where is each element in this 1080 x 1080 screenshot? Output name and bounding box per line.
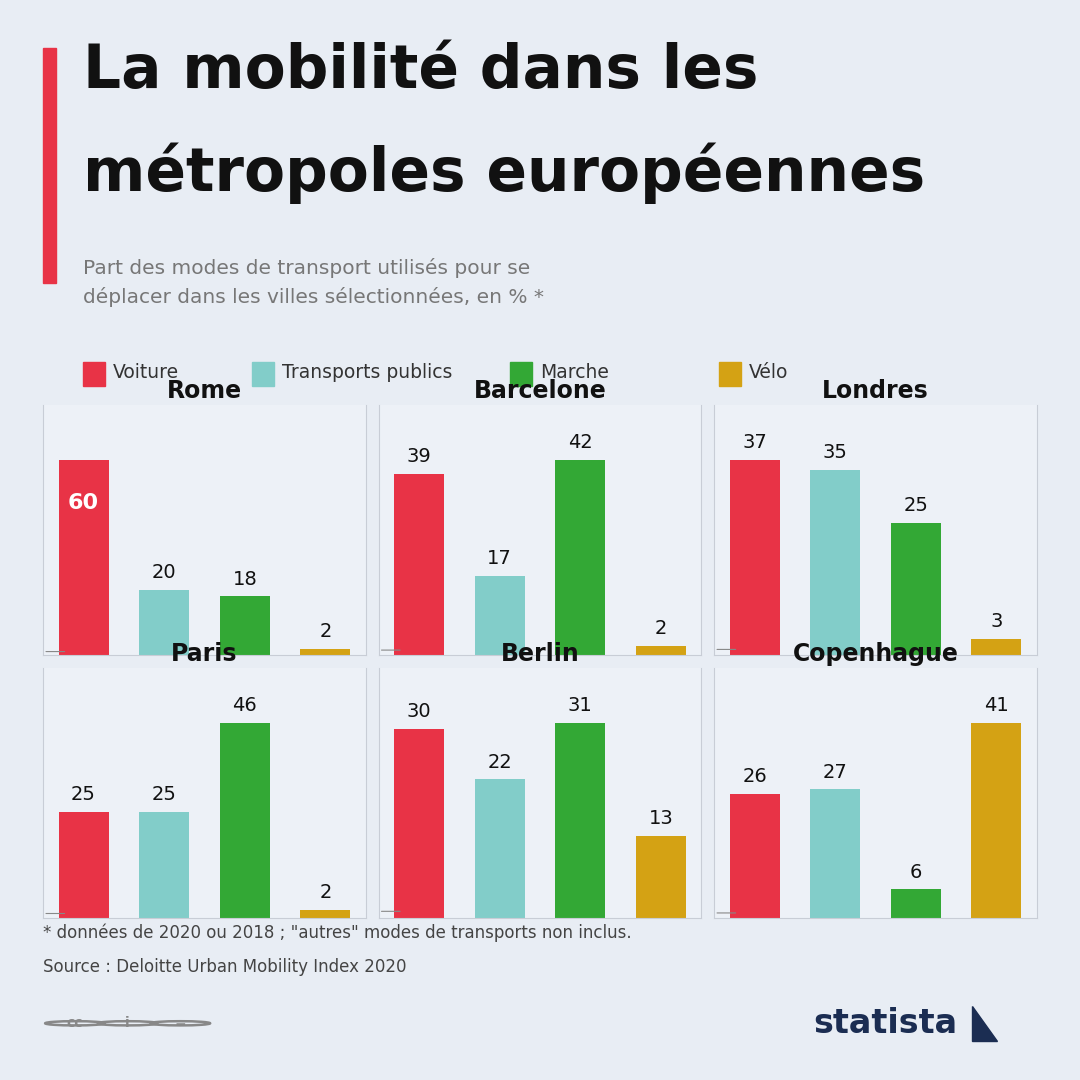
Text: 35: 35 (823, 444, 848, 462)
Text: 25: 25 (71, 785, 96, 804)
Title: Londres: Londres (822, 379, 929, 403)
Polygon shape (972, 1005, 997, 1041)
Text: =: = (175, 1016, 186, 1030)
Bar (475, 780, 525, 918)
Bar (891, 523, 941, 654)
Bar (510, 362, 532, 386)
Title: Paris: Paris (172, 642, 238, 666)
Bar (810, 789, 860, 918)
Text: Transports publics: Transports publics (282, 363, 453, 382)
Bar (719, 362, 741, 386)
Bar (43, 48, 56, 283)
Bar (394, 474, 444, 654)
Text: 26: 26 (742, 767, 767, 786)
Text: 41: 41 (984, 696, 1009, 715)
Text: 13: 13 (649, 809, 673, 828)
Bar (220, 596, 270, 654)
Bar (636, 646, 686, 654)
Bar (252, 362, 273, 386)
Bar (394, 729, 444, 918)
Text: 42: 42 (568, 433, 593, 451)
Text: 17: 17 (487, 549, 512, 568)
Bar (58, 812, 108, 918)
Text: 31: 31 (568, 696, 593, 715)
Text: * données de 2020 ou 2018 ; "autres" modes de transports non inclus.: * données de 2020 ou 2018 ; "autres" mod… (43, 923, 632, 942)
Title: Rome: Rome (167, 379, 242, 403)
Bar (475, 576, 525, 654)
Bar (730, 460, 780, 654)
Bar (300, 909, 350, 918)
Text: 25: 25 (151, 785, 177, 804)
Text: La mobilité dans les: La mobilité dans les (83, 42, 758, 100)
Text: Marche: Marche (540, 363, 609, 382)
Text: Vélo: Vélo (748, 363, 788, 382)
Bar (139, 812, 189, 918)
Text: Part des modes de transport utilisés pour se
déplacer dans les villes sélectionn: Part des modes de transport utilisés pou… (83, 258, 544, 307)
Text: statista: statista (813, 1007, 957, 1040)
Text: 37: 37 (742, 433, 767, 451)
Bar (810, 470, 860, 654)
Text: 39: 39 (407, 447, 431, 465)
Title: Copenhague: Copenhague (793, 642, 958, 666)
Text: métropoles européennes: métropoles européennes (83, 141, 926, 203)
Text: 27: 27 (823, 762, 848, 782)
Bar (300, 648, 350, 654)
Bar (58, 460, 108, 654)
Bar (139, 590, 189, 654)
Bar (555, 723, 605, 918)
Text: 18: 18 (232, 569, 257, 589)
Text: 2: 2 (320, 882, 332, 902)
Bar (220, 723, 270, 918)
Text: cc: cc (67, 1016, 83, 1030)
Bar (972, 723, 1022, 918)
Text: 2: 2 (320, 622, 332, 640)
Text: Voiture: Voiture (112, 363, 179, 382)
Text: 20: 20 (152, 563, 176, 582)
Bar (555, 460, 605, 654)
Text: 25: 25 (903, 496, 929, 515)
Bar (891, 890, 941, 918)
Text: 46: 46 (232, 696, 257, 715)
Text: Source : Deloitte Urban Mobility Index 2020: Source : Deloitte Urban Mobility Index 2… (43, 958, 407, 976)
Text: 2: 2 (654, 619, 667, 638)
Bar (730, 794, 780, 918)
Bar (972, 639, 1022, 654)
Bar (83, 362, 105, 386)
Text: 60: 60 (68, 492, 99, 513)
Title: Barcelone: Barcelone (474, 379, 606, 403)
Text: 3: 3 (990, 612, 1002, 632)
Title: Berlin: Berlin (501, 642, 579, 666)
Text: 30: 30 (407, 702, 431, 721)
Text: 6: 6 (909, 863, 922, 881)
Text: i: i (125, 1016, 130, 1030)
Bar (636, 836, 686, 918)
Text: 22: 22 (487, 753, 512, 771)
